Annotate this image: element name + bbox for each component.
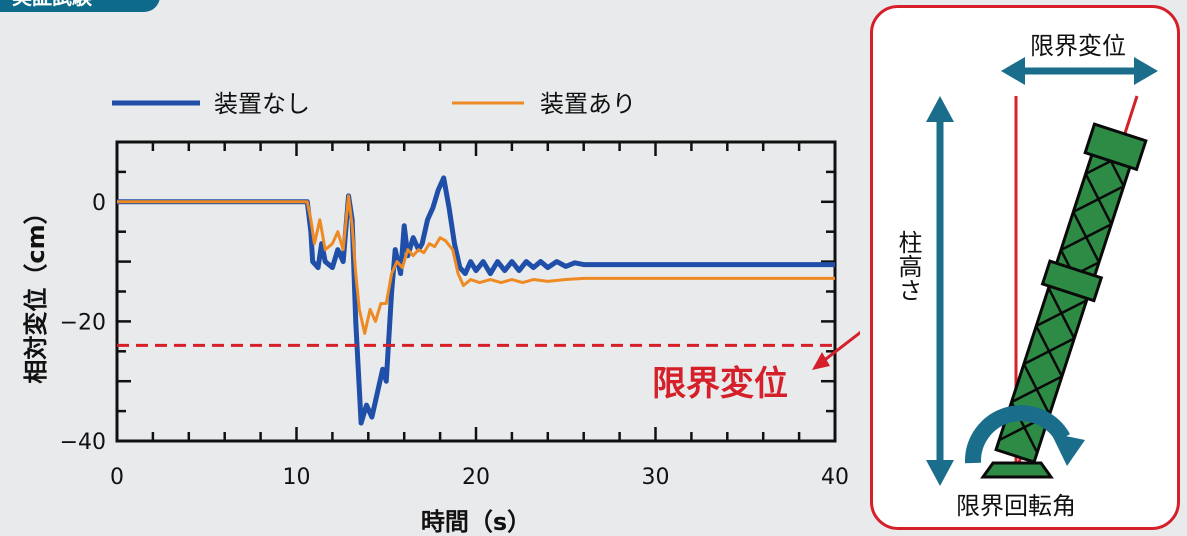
series-line-no-device: [117, 175, 835, 426]
legend-label-no-device: 装置なし: [214, 90, 310, 118]
x-tick-label: 0: [110, 465, 124, 490]
legend-label-with-device: 装置あり: [540, 90, 636, 118]
x-tick-label: 40: [821, 465, 849, 490]
axis-tick-labels: 0 10 20 30 40 0 −20 −40: [60, 191, 849, 490]
legend: 装置なし 装置あり: [112, 90, 636, 118]
y-tick-label: 0: [92, 191, 106, 216]
y-axis-label: 相対変位（cm）: [22, 200, 50, 383]
x-tick-label: 10: [283, 465, 311, 490]
limit-displacement-label: 限界変位: [652, 364, 788, 404]
x-axis-label: 時間（s）: [421, 508, 531, 536]
series-layer: [117, 175, 835, 426]
section-tag: 実証試験: [0, 0, 160, 12]
y-tick-label: −20: [60, 310, 106, 335]
limit-displacement-title: 限界変位: [1030, 32, 1126, 60]
diagram-panel: 限界変位 柱高さ: [870, 5, 1180, 530]
x-tick-label: 20: [462, 465, 490, 490]
displacement-chart: 装置なし 装置あり 0 10 20 30 40 0 −20 −40 限界変位 時間（s） 相対…: [22, 90, 860, 536]
column-height-arrow: [926, 96, 954, 486]
y-tick-label: −40: [60, 430, 106, 455]
base-plate: [980, 461, 1054, 479]
lattice-tower: [994, 122, 1148, 464]
displacement-arrow: [1001, 57, 1158, 85]
rotation-arrowhead: [1051, 433, 1085, 466]
rotation-arc: [964, 405, 1071, 464]
column-diagram: 限界変位 柱高さ: [894, 32, 1158, 520]
connector-line: [821, 330, 860, 364]
axis-ticks: [115, 140, 837, 443]
series-line-with-device: [117, 194, 835, 335]
section-tag-label: 実証試験: [12, 0, 92, 8]
limit-rotation-label: 限界回転角: [956, 492, 1076, 520]
x-tick-label: 30: [642, 465, 670, 490]
connector-arrowhead: [812, 352, 830, 370]
column-height-label: 柱高さ: [894, 230, 922, 302]
